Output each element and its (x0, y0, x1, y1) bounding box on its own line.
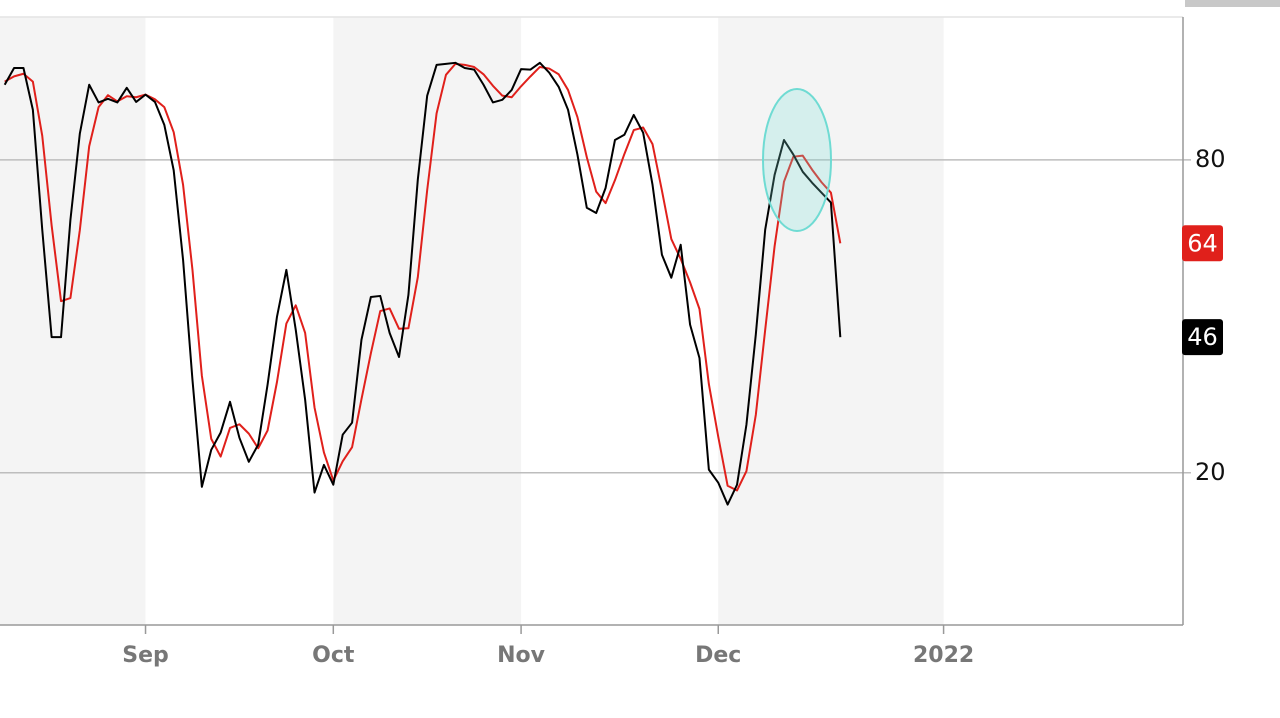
scroll-bar (1185, 0, 1280, 7)
last-value-label: 64 (1187, 229, 1218, 257)
last-value-badge (1182, 225, 1223, 262)
y-tick-label: 80 (1195, 145, 1226, 173)
x-tick-label: Dec (695, 643, 741, 668)
x-tick-label: Nov (497, 643, 546, 668)
y-tick-label: 20 (1195, 458, 1226, 486)
series-line (3, 61, 842, 506)
x-tick-label: 2022 (913, 643, 974, 668)
last-value-badge (1182, 319, 1223, 356)
x-tick-label: Oct (312, 643, 355, 668)
last-value-label: 46 (1187, 323, 1218, 351)
month-band (718, 17, 944, 625)
month-band (333, 17, 522, 625)
highlight-ellipse (762, 88, 832, 232)
x-tick-label: Sep (122, 643, 169, 668)
background-bands (0, 17, 944, 625)
month-band (0, 17, 146, 625)
plot (0, 61, 1191, 506)
